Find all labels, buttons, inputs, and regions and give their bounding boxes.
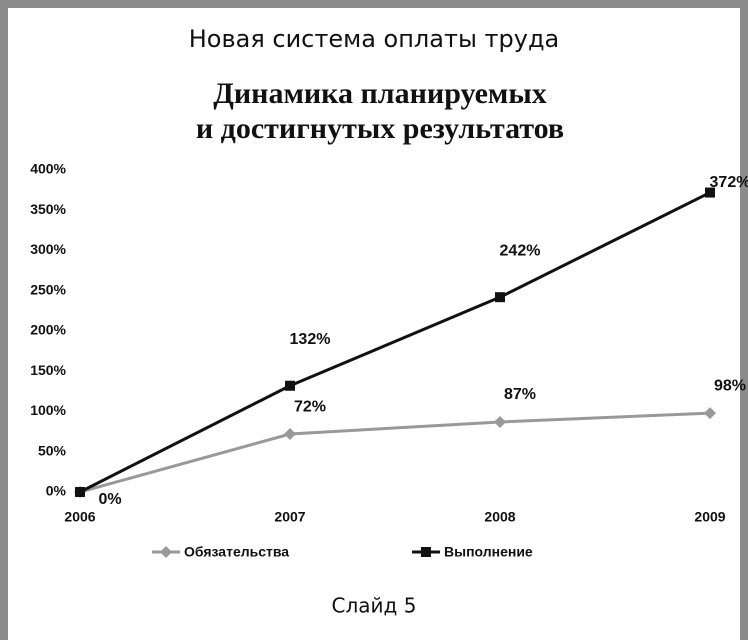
y-tick-label: 400% bbox=[30, 161, 66, 177]
x-tick-label: 2009 bbox=[694, 509, 725, 525]
point bbox=[285, 380, 295, 391]
point bbox=[75, 487, 85, 497]
point bbox=[705, 187, 715, 198]
data-label: 87% bbox=[504, 386, 536, 403]
y-tick-label: 0% bbox=[46, 483, 67, 499]
y-tick-label: 150% bbox=[30, 362, 66, 378]
y-tick-label: 250% bbox=[30, 281, 66, 297]
data-label: 372% bbox=[710, 174, 748, 191]
footer: Слайд 5 bbox=[332, 594, 417, 618]
chart-title: Динамика планируемых bbox=[213, 77, 547, 110]
x-tick-label: 2006 bbox=[64, 509, 95, 525]
data-label: 72% bbox=[294, 398, 326, 415]
data-label: 242% bbox=[500, 242, 541, 259]
point bbox=[284, 428, 296, 441]
legend-marker bbox=[160, 546, 172, 558]
y-tick-label: 50% bbox=[38, 442, 67, 458]
y-tick-label: 200% bbox=[30, 322, 66, 338]
data-label: 98% bbox=[714, 377, 746, 394]
x-tick-label: 2008 bbox=[484, 509, 515, 525]
y-tick-label: 300% bbox=[30, 241, 66, 257]
y-tick-label: 350% bbox=[30, 201, 66, 217]
line bbox=[79, 191, 711, 494]
x-tick-label: 2007 bbox=[274, 509, 305, 525]
line bbox=[79, 411, 711, 494]
legend-label: Выполнение bbox=[444, 544, 533, 560]
chart-title: и достигнутых результатов bbox=[196, 112, 564, 145]
legend-label: Обязательства bbox=[184, 544, 289, 560]
point bbox=[494, 415, 506, 428]
data-label: 132% bbox=[290, 331, 331, 348]
data-label: 0% bbox=[98, 491, 121, 508]
y-tick-label: 100% bbox=[30, 402, 66, 418]
point bbox=[495, 292, 505, 303]
point bbox=[704, 407, 716, 420]
header: Новая система оплаты труда bbox=[189, 25, 560, 53]
legend-marker bbox=[421, 547, 431, 557]
